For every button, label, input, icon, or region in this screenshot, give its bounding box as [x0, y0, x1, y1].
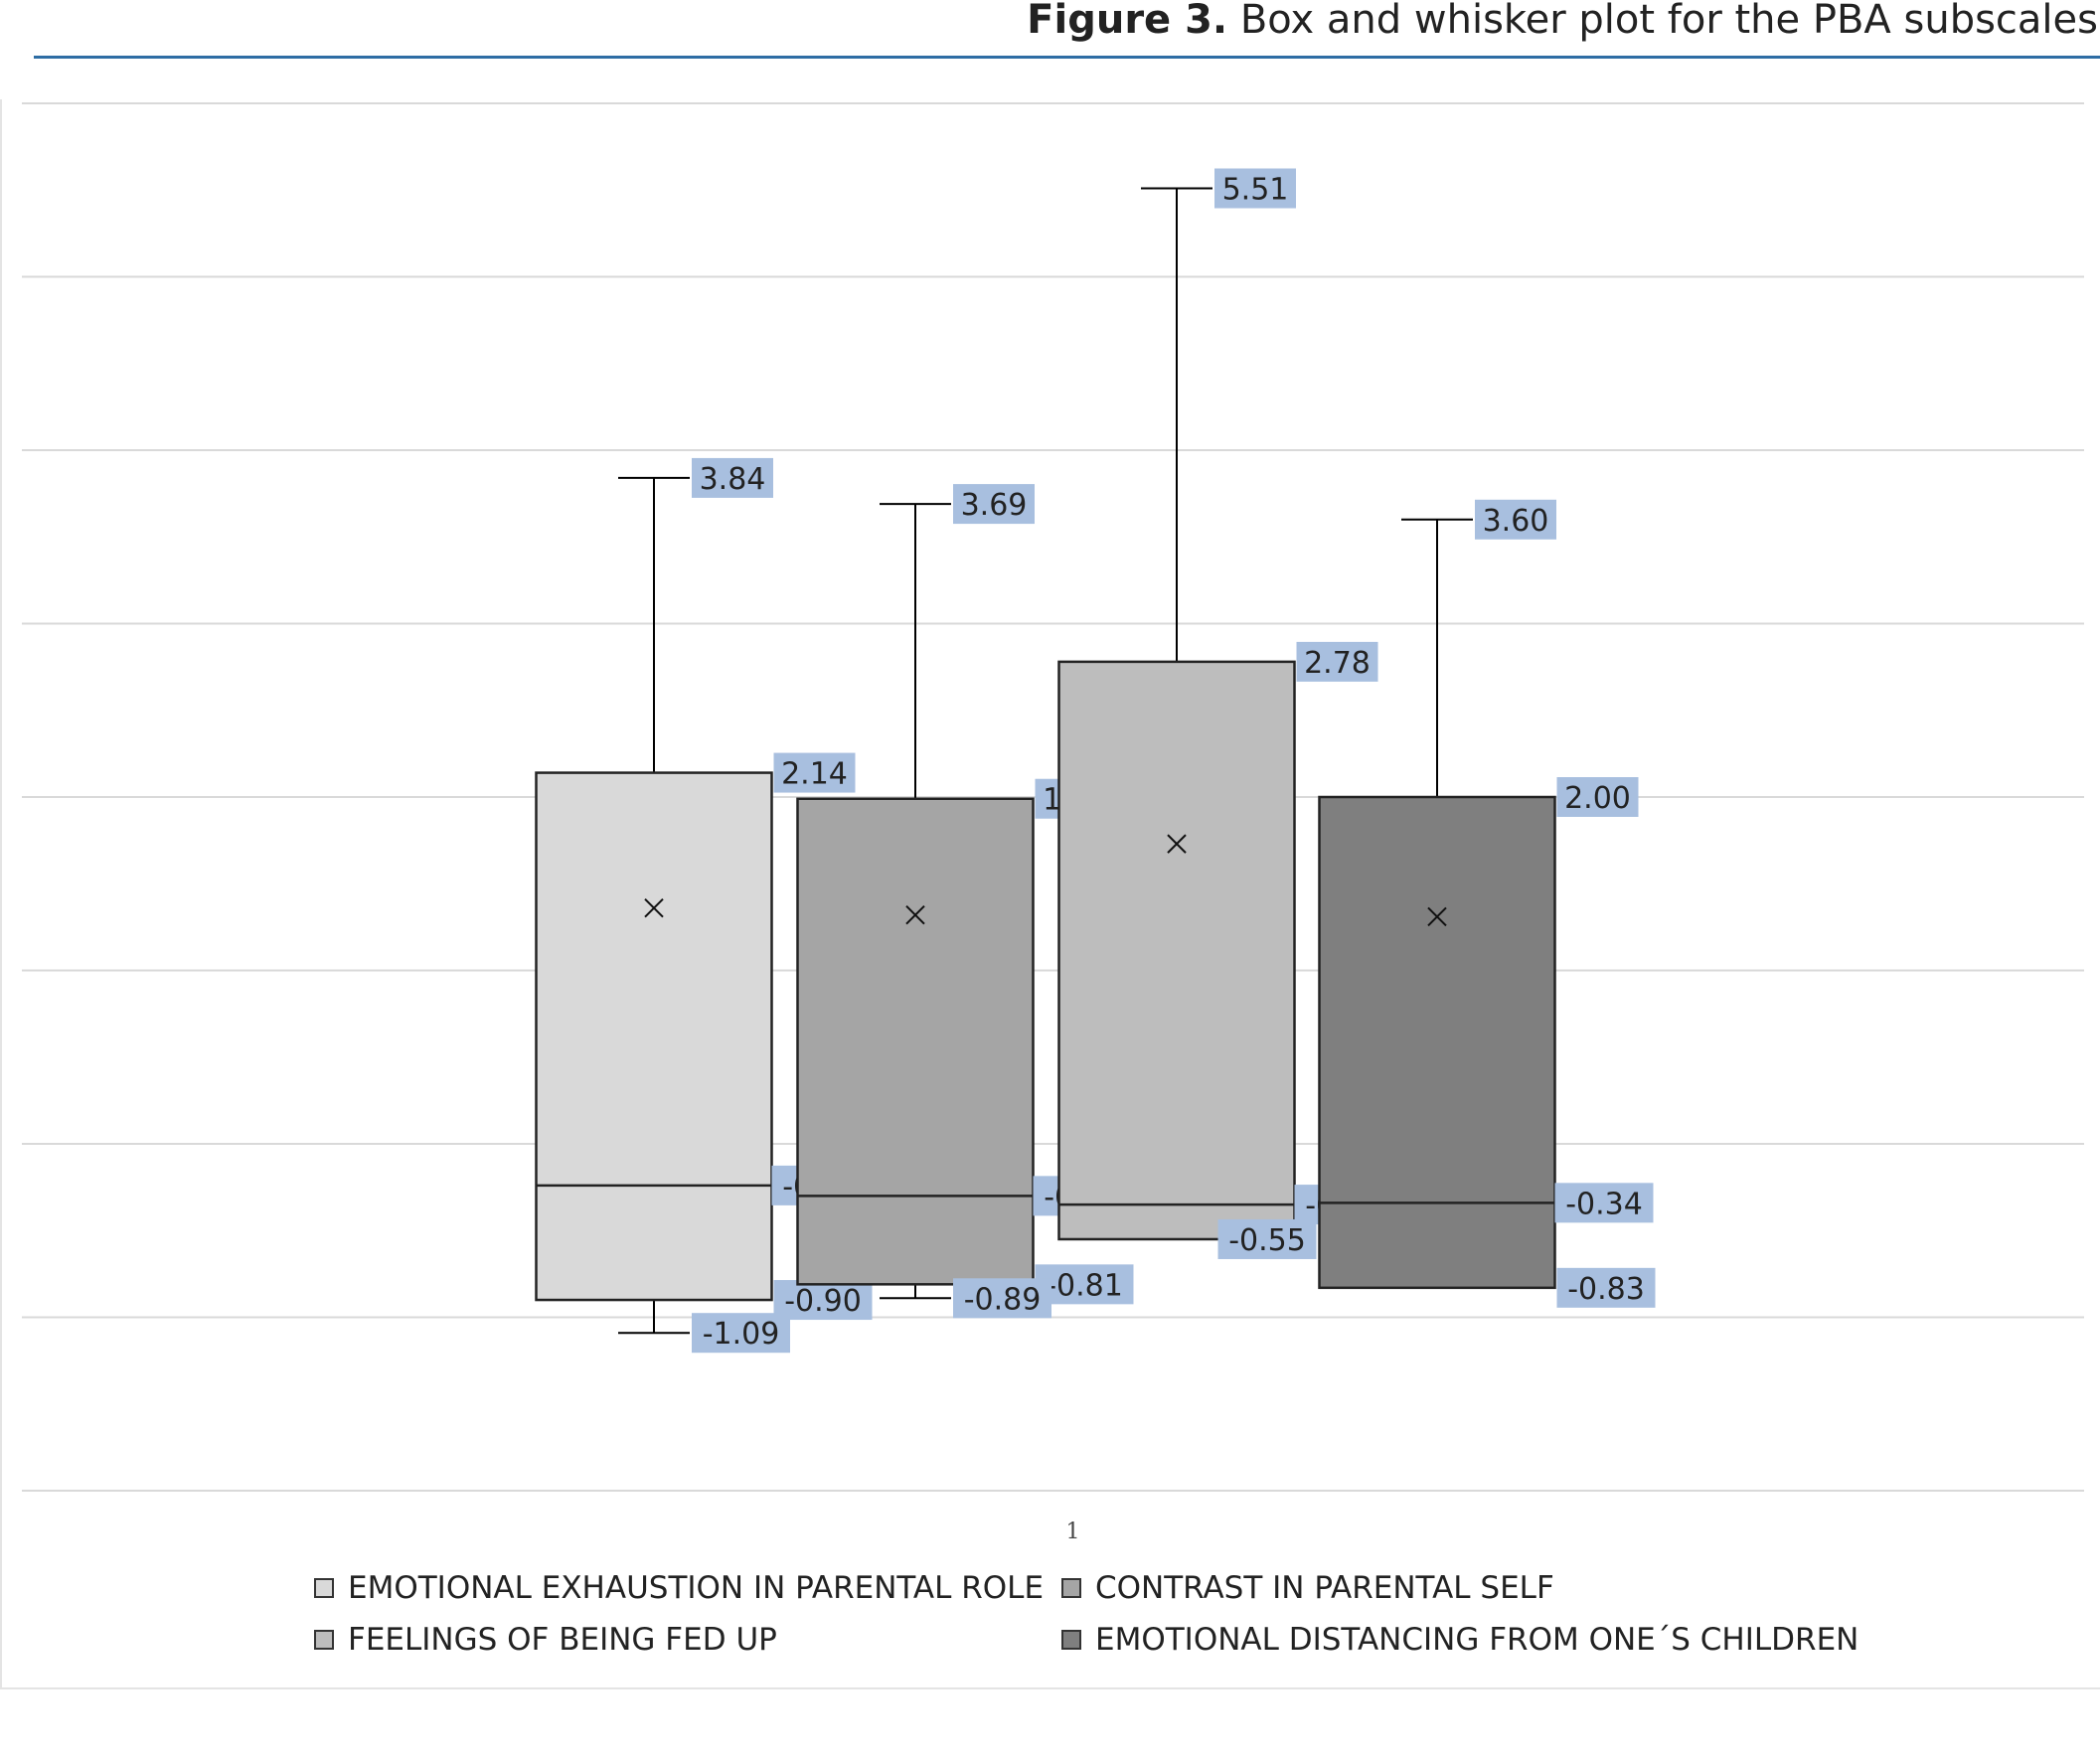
data-label-median: -0.34: [1565, 1187, 1643, 1221]
caption-rule: [34, 56, 2100, 59]
data-label-q1-bg: [1217, 1218, 1317, 1259]
data-label-max-bg: [953, 484, 1035, 525]
data-label-max: 3.60: [1483, 504, 1549, 539]
mean-marker: [1167, 834, 1187, 854]
data-label-q3-bg: [1296, 641, 1378, 682]
box-2: [796, 797, 1035, 1286]
legend-swatch-1: [314, 1578, 334, 1598]
legend-swatch-2: [1061, 1578, 1081, 1598]
data-label-q3: 2.00: [1564, 781, 1631, 816]
legend-item-3: FEELINGS OF BEING FED UP: [314, 1622, 777, 1658]
box-1: [535, 771, 773, 1302]
data-label-q1: -0.90: [784, 1284, 862, 1319]
data-label-q3-bg: [1556, 777, 1639, 817]
legend-swatch-3: [314, 1630, 334, 1650]
data-label-max-bg: [1475, 499, 1556, 540]
data-label-max: 3.84: [700, 462, 766, 497]
data-label-min-bg: [953, 1278, 1051, 1319]
data-label-median-bg: [1554, 1183, 1654, 1223]
box-4: [1318, 795, 1556, 1290]
data-label-q3-bg: [773, 752, 856, 793]
figure-caption: Figure 3. Box and whisker plot for the P…: [1027, 0, 2098, 40]
legend-item-4: EMOTIONAL DISTANCING FROM ONE´S CHILDREN: [1061, 1622, 1858, 1658]
legend-label-3: FEELINGS OF BEING FED UP: [348, 1622, 777, 1658]
legend-item-2: CONTRAST IN PARENTAL SELF: [1061, 1570, 1554, 1606]
box-plot-chart: 13.842.14-0.24-0.90-1.093.691.99-0.30-0.…: [22, 102, 2084, 1544]
legend-label-1: EMOTIONAL EXHAUSTION IN PARENTAL ROLE: [348, 1570, 1045, 1606]
data-label-min: -0.89: [964, 1282, 1042, 1317]
caption-text: Box and whisker plot for the PBA subscal…: [1239, 0, 2098, 43]
data-label-max: 5.51: [1222, 173, 1289, 208]
data-label-min: -1.09: [703, 1317, 780, 1352]
data-label-max-bg: [692, 457, 773, 498]
mean-marker: [644, 897, 664, 918]
data-label-q1: -0.81: [1046, 1268, 1123, 1303]
data-label-min-bg: [692, 1313, 790, 1354]
x-tick-label: 1: [1066, 1520, 1080, 1544]
mean-marker: [905, 904, 925, 925]
legend-item-1: EMOTIONAL EXHAUSTION IN PARENTAL ROLE: [314, 1570, 1044, 1606]
chart-frame: 13.842.14-0.24-0.90-1.093.691.99-0.30-0.…: [0, 99, 2100, 1689]
data-label-q1-bg: [1556, 1267, 1656, 1308]
box-3: [1057, 660, 1296, 1241]
legend-label-2: CONTRAST IN PARENTAL SELF: [1095, 1570, 1554, 1606]
legend-label-4: EMOTIONAL DISTANCING FROM ONE´S CHILDREN: [1095, 1622, 1859, 1658]
data-label-q1: -0.55: [1228, 1223, 1306, 1258]
mean-marker: [1427, 906, 1447, 927]
data-label-max: 3.69: [961, 488, 1028, 523]
data-label-q3: 2.14: [781, 757, 848, 792]
legend-swatch-4: [1061, 1630, 1081, 1650]
caption-label: Figure 3.: [1027, 0, 1228, 43]
data-label-max-bg: [1214, 168, 1296, 209]
data-label-q3: 2.78: [1304, 646, 1371, 681]
data-label-q1: -0.83: [1567, 1272, 1645, 1307]
